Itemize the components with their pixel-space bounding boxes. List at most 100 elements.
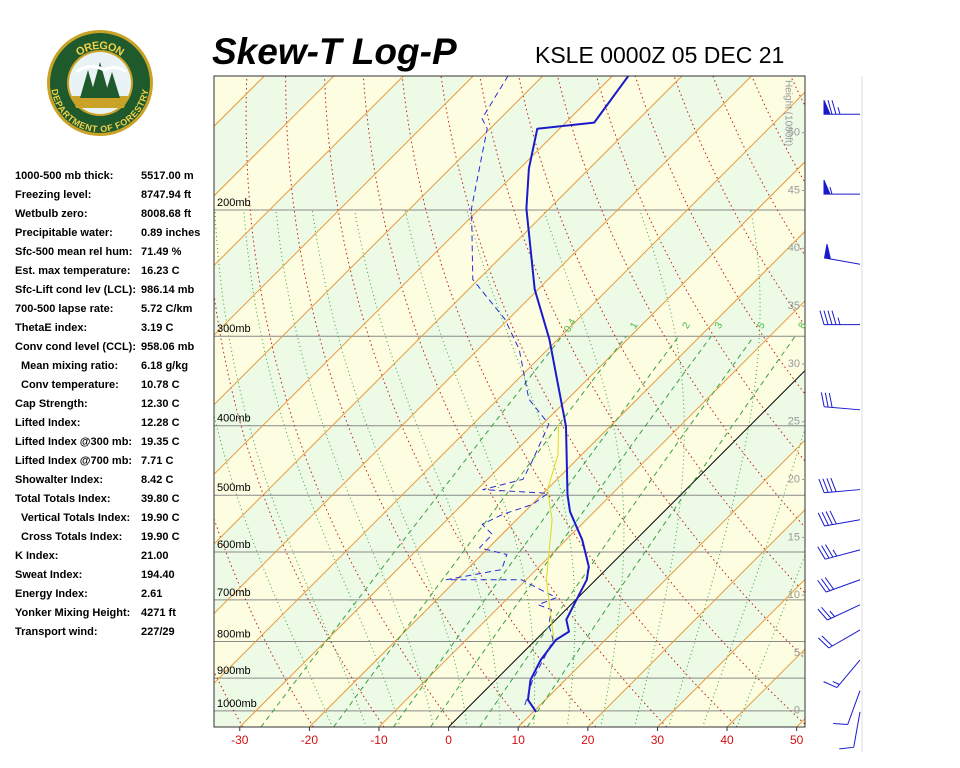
- stat-value: 19.90 C: [141, 512, 180, 524]
- dry-adiabat: [245, 76, 456, 727]
- stat-row: Sfc-Lift cond lev (LCL): 986.14 mb: [15, 281, 215, 300]
- y2-tick-label: 20: [788, 473, 800, 485]
- stat-value: 3.19 C: [141, 322, 174, 334]
- isotherm: [214, 76, 404, 267]
- x-tick-label: -10: [370, 733, 388, 747]
- y2-tick-label: 50: [788, 127, 800, 139]
- x-tick-label: -20: [301, 733, 319, 747]
- y2-tick-label: 30: [788, 358, 800, 370]
- y2-tick-label: 10: [788, 589, 800, 601]
- x-tick-label: 0: [445, 733, 452, 747]
- stat-row: Lifted Index @300 mb: 19.35 C: [15, 433, 215, 452]
- stat-value: 71.49 %: [141, 246, 182, 258]
- dry-adiabat: [946, 76, 960, 727]
- stat-row: Lifted Index: 12.28 C: [15, 414, 215, 433]
- stat-value: 19.35 C: [141, 436, 180, 448]
- stat-label: Lifted Index @700 mb:: [15, 455, 133, 467]
- stat-row: Yonker Mixing Height: 4271 ft: [15, 604, 215, 623]
- stat-label: 1000-500 mb thick:: [15, 170, 114, 182]
- stat-value: 12.28 C: [141, 417, 180, 429]
- wind-barb: [833, 690, 861, 726]
- x-tick-label: 30: [651, 733, 665, 747]
- y2-tick-label: 45: [788, 184, 800, 196]
- stat-value: 21.00: [141, 550, 169, 562]
- wind-barb: [817, 510, 861, 527]
- y-tick-label: 300mb: [217, 323, 251, 335]
- stat-row: Sweat Index: 194.40: [15, 566, 215, 585]
- x-tick-label: 50: [790, 733, 804, 747]
- isotherm: [866, 76, 960, 727]
- moist-adiabat: [736, 553, 805, 727]
- stat-label: Wetbulb zero:: [15, 208, 88, 220]
- dry-adiabat: [868, 76, 960, 727]
- logo: OREGON DEPARTMENT OF FORESTRY: [47, 30, 153, 136]
- stat-label: Conv temperature:: [21, 379, 119, 391]
- stat-value: 227/29: [141, 626, 175, 638]
- chart-title: Skew-T Log-P: [212, 31, 457, 72]
- stat-row: Lifted Index @700 mb: 7.71 C: [15, 452, 215, 471]
- stat-value: 8008.68 ft: [141, 208, 192, 220]
- stat-row: Est. max temperature: 16.23 C: [15, 262, 215, 281]
- stats-table: 1000-500 mb thick: 5517.00 m Freezing leve…: [15, 167, 215, 642]
- stat-value: 8747.94 ft: [141, 189, 192, 201]
- isotherm: [214, 91, 805, 684]
- grid-line: [587, 509, 805, 727]
- x-tick-label: 40: [720, 733, 734, 747]
- stat-label: Freezing level:: [15, 189, 92, 201]
- wind-barb: [818, 477, 861, 494]
- plot-frame: [213, 75, 806, 728]
- moist-adiabat: [275, 210, 435, 727]
- stat-label: Cap Strength:: [15, 398, 88, 410]
- y2-tick-label: 0: [794, 705, 800, 717]
- stat-row: Total Totals Index: 39.80 C: [15, 490, 215, 509]
- grid-line: [448, 369, 805, 727]
- stat-label: Total Totals Index:: [15, 493, 111, 505]
- dry-adiabat: [214, 290, 385, 727]
- wind-barb: [819, 310, 861, 326]
- stat-label: Yonker Mixing Height:: [15, 607, 131, 619]
- y2-tick-label: 40: [788, 242, 800, 254]
- isotherm: [214, 76, 613, 476]
- y-tick-label: 400mb: [217, 413, 251, 425]
- stat-row: Mean mixing ratio: 6.18 g/kg: [15, 357, 215, 376]
- chart-subtitle: KSLE 0000Z 05 DEC 21: [535, 42, 784, 68]
- stat-label: 700-500 lapse rate:: [15, 303, 114, 315]
- stat-label: K Index:: [15, 550, 59, 562]
- moist-adiabat: [311, 210, 468, 727]
- x-tick-label: 20: [581, 733, 595, 747]
- stat-row: Vertical Totals Index: 19.90 C: [15, 509, 215, 528]
- temp-band: [214, 92, 805, 727]
- stat-value: 4271 ft: [141, 607, 176, 619]
- dry-adiabat: [285, 76, 526, 727]
- stat-label: Conv cond level (CCL):: [15, 341, 137, 353]
- stat-row: Precipitable water: 0.89 inches: [15, 224, 215, 243]
- stat-label: Sfc-Lift cond lev (LCL):: [15, 284, 136, 296]
- stat-label: Showalter Index:: [15, 474, 104, 486]
- mixing-ratio-label: 2: [681, 320, 694, 331]
- x-tick-label: -30: [231, 733, 249, 747]
- y2-tick-label: 5: [794, 647, 800, 659]
- stat-label: Energy Index:: [15, 588, 88, 600]
- stat-value: 10.78 C: [141, 379, 180, 391]
- isotherm: [214, 76, 752, 615]
- stat-row: Wetbulb zero: 8008.68 ft: [15, 205, 215, 224]
- stat-row: Cap Strength: 12.30 C: [15, 395, 215, 414]
- mixing-ratio-line: [430, 335, 712, 727]
- stat-value: 39.80 C: [141, 493, 180, 505]
- stat-label: Lifted Index @300 mb:: [15, 436, 133, 448]
- stat-value: 958.06 mb: [141, 341, 195, 353]
- wind-barb: [818, 629, 861, 649]
- wind-barb: [823, 100, 861, 115]
- stat-label: Vertical Totals Index:: [21, 512, 131, 524]
- stat-label: Lifted Index:: [15, 417, 81, 429]
- moist-adiabat: [667, 210, 761, 727]
- stat-value: 16.23 C: [141, 265, 180, 277]
- y2-tick-label: 35: [788, 300, 800, 312]
- mixing-ratio-line: [526, 335, 796, 727]
- moist-adiabat: [354, 210, 501, 727]
- wind-barb: [820, 392, 861, 411]
- isotherm: [214, 76, 544, 406]
- stat-value: 19.90 C: [141, 531, 180, 543]
- stat-value: 7.71 C: [141, 455, 174, 467]
